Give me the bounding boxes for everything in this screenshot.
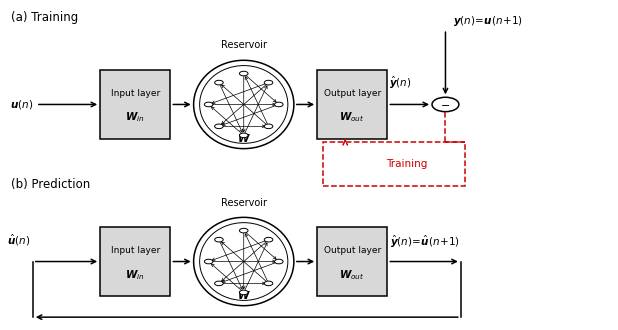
Text: (b) Prediction: (b) Prediction — [12, 178, 91, 191]
FancyBboxPatch shape — [317, 227, 387, 296]
Text: Output layer: Output layer — [324, 246, 381, 254]
Circle shape — [239, 290, 248, 295]
Circle shape — [265, 237, 273, 242]
Text: Training: Training — [386, 159, 427, 169]
FancyBboxPatch shape — [100, 70, 171, 139]
Ellipse shape — [193, 60, 294, 148]
Circle shape — [265, 80, 273, 85]
Circle shape — [214, 237, 223, 242]
Text: $\boldsymbol{W}_{out}$: $\boldsymbol{W}_{out}$ — [339, 268, 365, 281]
Ellipse shape — [200, 66, 288, 143]
Circle shape — [239, 71, 248, 76]
Circle shape — [239, 228, 248, 233]
Text: $-$: $-$ — [441, 99, 451, 110]
Text: $\hat{\boldsymbol{y}}(n)$: $\hat{\boldsymbol{y}}(n)$ — [389, 75, 412, 91]
Circle shape — [265, 124, 273, 129]
Circle shape — [214, 281, 223, 286]
Text: $\boldsymbol{W}_{out}$: $\boldsymbol{W}_{out}$ — [339, 111, 365, 124]
Circle shape — [432, 97, 459, 112]
Text: $\boldsymbol{W}$: $\boldsymbol{W}$ — [237, 132, 251, 144]
Text: Output layer: Output layer — [324, 88, 381, 97]
Text: Reservoir: Reservoir — [221, 41, 267, 50]
Circle shape — [214, 80, 223, 85]
Text: Input layer: Input layer — [111, 88, 160, 97]
Text: $\boldsymbol{W}_{in}$: $\boldsymbol{W}_{in}$ — [125, 268, 145, 281]
FancyBboxPatch shape — [100, 227, 171, 296]
Circle shape — [265, 281, 273, 286]
Ellipse shape — [193, 217, 294, 306]
Text: $\boldsymbol{W}_{in}$: $\boldsymbol{W}_{in}$ — [125, 111, 145, 124]
Text: $\boldsymbol{y}(n)\!=\!\boldsymbol{u}(n\!+\!1)$: $\boldsymbol{y}(n)\!=\!\boldsymbol{u}(n\… — [453, 14, 523, 28]
Circle shape — [205, 259, 213, 264]
Text: Input layer: Input layer — [111, 246, 160, 254]
Circle shape — [214, 124, 223, 129]
Text: $\hat{\boldsymbol{y}}(n)\!=\!\hat{\boldsymbol{u}}(n\!+\!1)$: $\hat{\boldsymbol{y}}(n)\!=\!\hat{\bolds… — [391, 234, 460, 250]
Text: Reservoir: Reservoir — [221, 198, 267, 208]
Circle shape — [274, 259, 283, 264]
Text: $\hat{\boldsymbol{u}}(n)$: $\hat{\boldsymbol{u}}(n)$ — [7, 233, 30, 248]
Circle shape — [274, 102, 283, 107]
Text: $\boldsymbol{u}(n)$: $\boldsymbol{u}(n)$ — [10, 98, 33, 111]
Circle shape — [205, 102, 213, 107]
Circle shape — [239, 133, 248, 138]
Text: (a) Training: (a) Training — [12, 11, 78, 24]
Text: $\boldsymbol{W}$: $\boldsymbol{W}$ — [237, 289, 251, 301]
Ellipse shape — [200, 223, 288, 300]
FancyBboxPatch shape — [317, 70, 387, 139]
